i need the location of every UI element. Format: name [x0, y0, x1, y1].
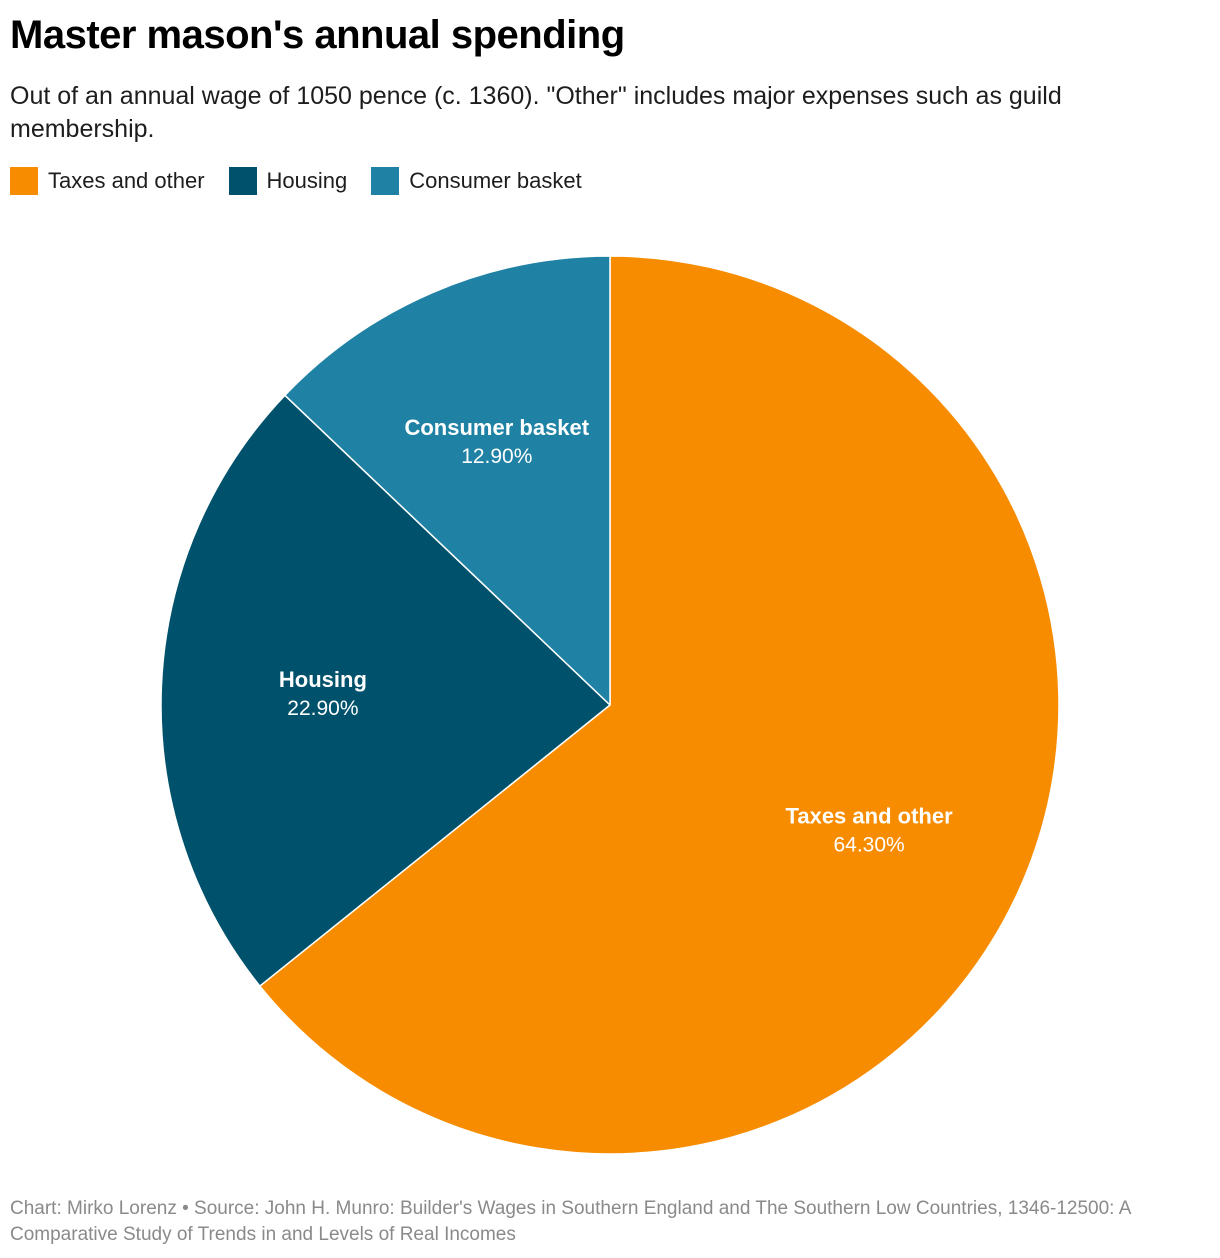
legend-label-taxes-and-other: Taxes and other [48, 168, 205, 193]
slice-label-name: Housing [279, 667, 367, 692]
legend-item-taxes-and-other[interactable]: Taxes and other [10, 166, 205, 196]
pie-slice-consumer-basket[interactable] [284, 255, 611, 706]
slice-label-name: Consumer basket [404, 415, 589, 440]
slice-label-taxes-and-other: Taxes and other 64.30% [786, 803, 954, 856]
slice-label-value: 12.90% [461, 445, 532, 468]
slice-label-name: Taxes and other [786, 803, 954, 828]
legend-swatch-housing [228, 167, 257, 195]
legend-item-housing[interactable]: Housing [228, 166, 348, 196]
legend-swatch-taxes-and-other [10, 167, 38, 195]
chart-title: Master mason's annual spending [10, 13, 625, 57]
slice-label-value: 64.30% [833, 833, 904, 856]
pie-slice-taxes-and-other[interactable] [259, 255, 1060, 1155]
legend-item-consumer-basket[interactable]: Consumer basket [371, 166, 582, 196]
slice-label-consumer-basket: Consumer basket 12.90% [404, 415, 589, 468]
slice-label-value: 22.90% [287, 697, 358, 720]
legend-label-consumer-basket: Consumer basket [409, 168, 582, 193]
pie-chart: Taxes and other 64.30% Housing 22.90% Consum… [160, 255, 1060, 1155]
pie-slice-housing[interactable] [160, 394, 611, 987]
legend-swatch-consumer-basket [371, 167, 400, 195]
legend-label-housing: Housing [266, 168, 348, 193]
chart-legend: Taxes and other Housing Consumer basket [10, 166, 606, 196]
chart-source-note: Chart: Mirko Lorenz • Source: John H. Mu… [10, 1198, 1131, 1245]
chart-subtitle: Out of an annual wage of 1050 pence (c. … [10, 82, 1062, 143]
slice-label-housing: Housing 22.90% [279, 667, 367, 720]
